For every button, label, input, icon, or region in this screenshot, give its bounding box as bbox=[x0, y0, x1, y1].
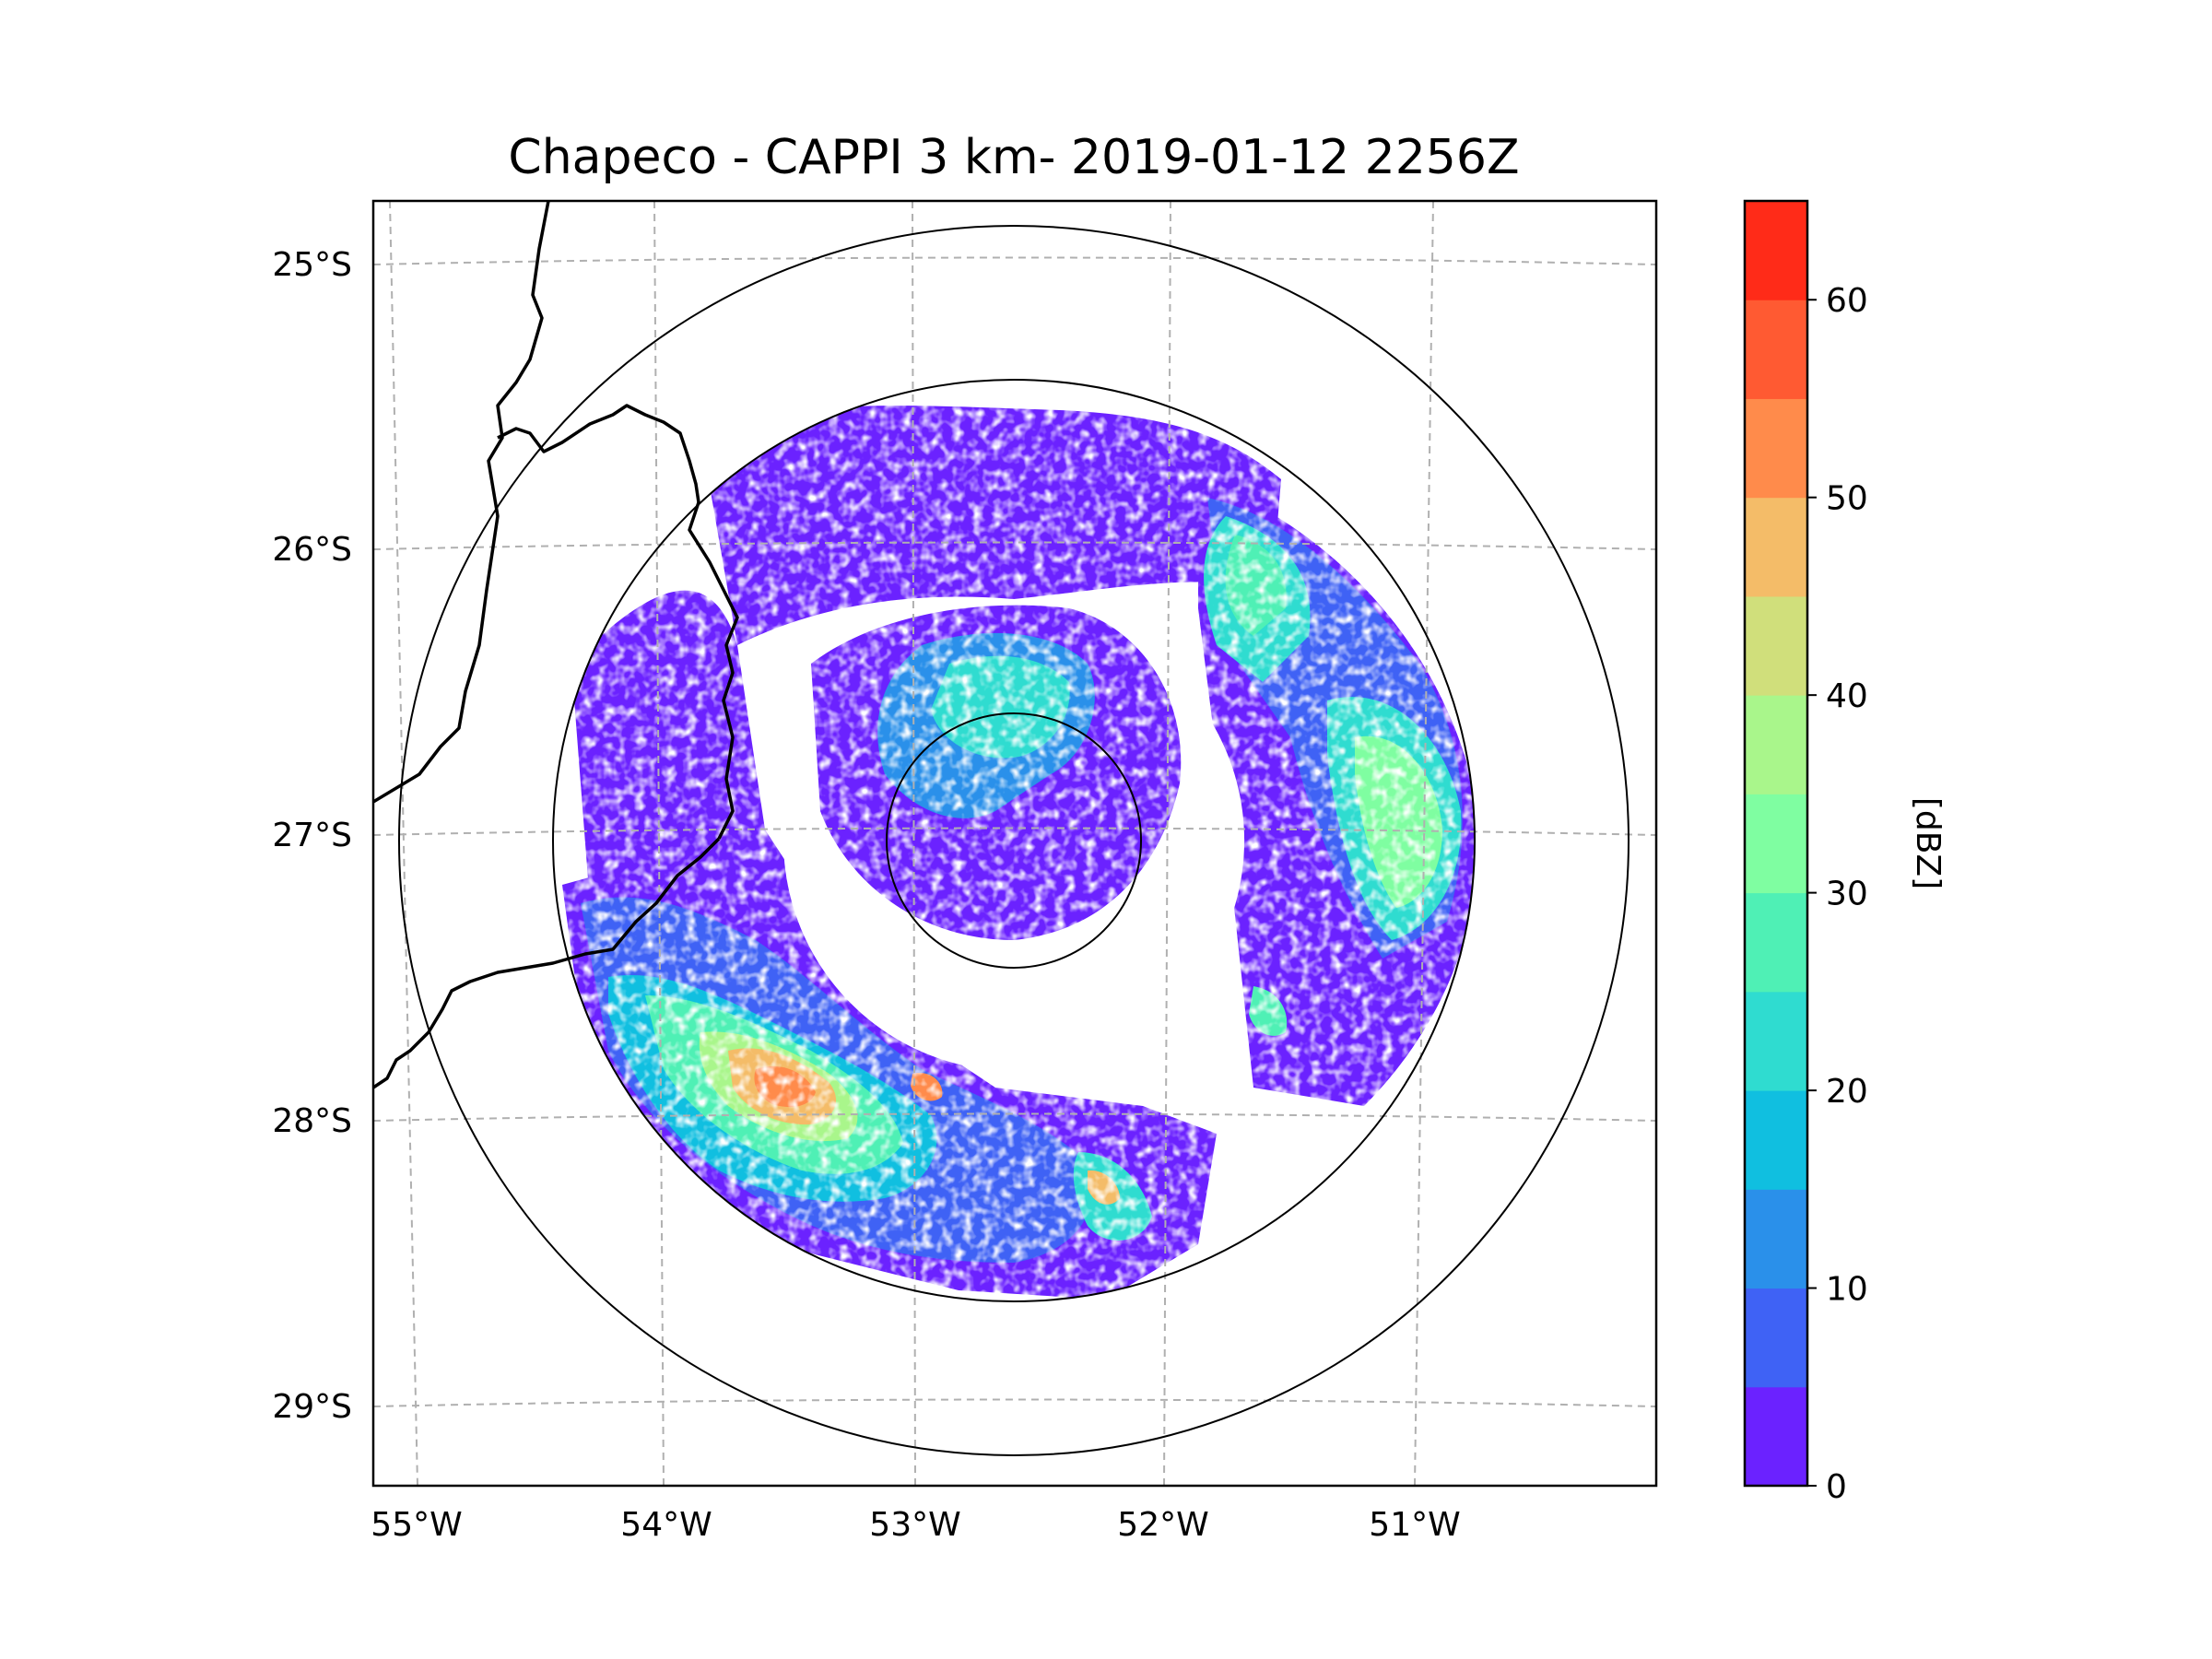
y-tick-label: 26°S bbox=[272, 531, 352, 569]
range-ring-outer bbox=[398, 225, 1630, 1456]
colorbar-tick-label: 20 bbox=[1826, 1073, 1868, 1111]
axis-ticks: 55°W 54°W 53°W 52°W 51°W 25°S 26°S 27°S … bbox=[272, 246, 1460, 1544]
colorbar-segment bbox=[1745, 300, 1807, 399]
y-tick-label: 28°S bbox=[272, 1102, 352, 1140]
colorbar-tick-label: 50 bbox=[1826, 480, 1868, 518]
colorbar-tick-label: 30 bbox=[1826, 876, 1868, 913]
state-border-north bbox=[497, 404, 739, 840]
colorbar-tick-label: 0 bbox=[1826, 1468, 1847, 1506]
x-tick-label: 53°W bbox=[869, 1506, 960, 1544]
colorbar-frame bbox=[1743, 199, 1809, 1488]
x-tick-label: 52°W bbox=[1117, 1506, 1208, 1544]
colorbar-segment bbox=[1745, 497, 1807, 597]
x-tick-label: 55°W bbox=[371, 1506, 462, 1544]
colorbar-segment bbox=[1745, 398, 1807, 499]
y-tick-label: 27°S bbox=[272, 817, 352, 854]
colorbar-segment bbox=[1745, 201, 1807, 300]
state-border-south bbox=[373, 837, 721, 1089]
colorbar-segment bbox=[1745, 1288, 1807, 1388]
colorbar-segment bbox=[1745, 1386, 1807, 1487]
echo-speckle bbox=[553, 380, 1475, 1301]
y-tick-label: 25°S bbox=[272, 246, 352, 284]
colorbar-tick-label: 10 bbox=[1826, 1271, 1868, 1309]
colorbar-tick-label: 60 bbox=[1826, 282, 1868, 320]
map-frame bbox=[371, 199, 1658, 1488]
colorbar-segment bbox=[1745, 794, 1807, 894]
colorbar-tick-label: 40 bbox=[1826, 677, 1868, 715]
colorbar-segment bbox=[1745, 991, 1807, 1091]
range-ring-middle bbox=[552, 379, 1476, 1302]
colorbar-segment bbox=[1745, 892, 1807, 993]
argentina-border bbox=[373, 201, 550, 804]
colorbar: 0 10 20 30 40 50 60 bbox=[1743, 199, 1868, 1506]
range-ring-inner bbox=[886, 712, 1142, 969]
colorbar-segment bbox=[1745, 695, 1807, 794]
colorbar-label: [dBZ] bbox=[1909, 797, 1947, 889]
map-area bbox=[373, 201, 1656, 1486]
x-tick-label: 54°W bbox=[620, 1506, 712, 1544]
x-tick-label: 51°W bbox=[1369, 1506, 1460, 1544]
colorbar-segment bbox=[1745, 1189, 1807, 1289]
range-rings bbox=[398, 225, 1630, 1456]
chart-title: Chapeco - CAPPI 3 km- 2019-01-12 2256Z bbox=[508, 130, 1519, 185]
reflectivity-field bbox=[553, 380, 1475, 1301]
colorbar-segment bbox=[1745, 1090, 1807, 1190]
colorbar-segment bbox=[1745, 595, 1807, 696]
boundaries bbox=[373, 201, 739, 1089]
y-tick-label: 29°S bbox=[272, 1388, 352, 1426]
